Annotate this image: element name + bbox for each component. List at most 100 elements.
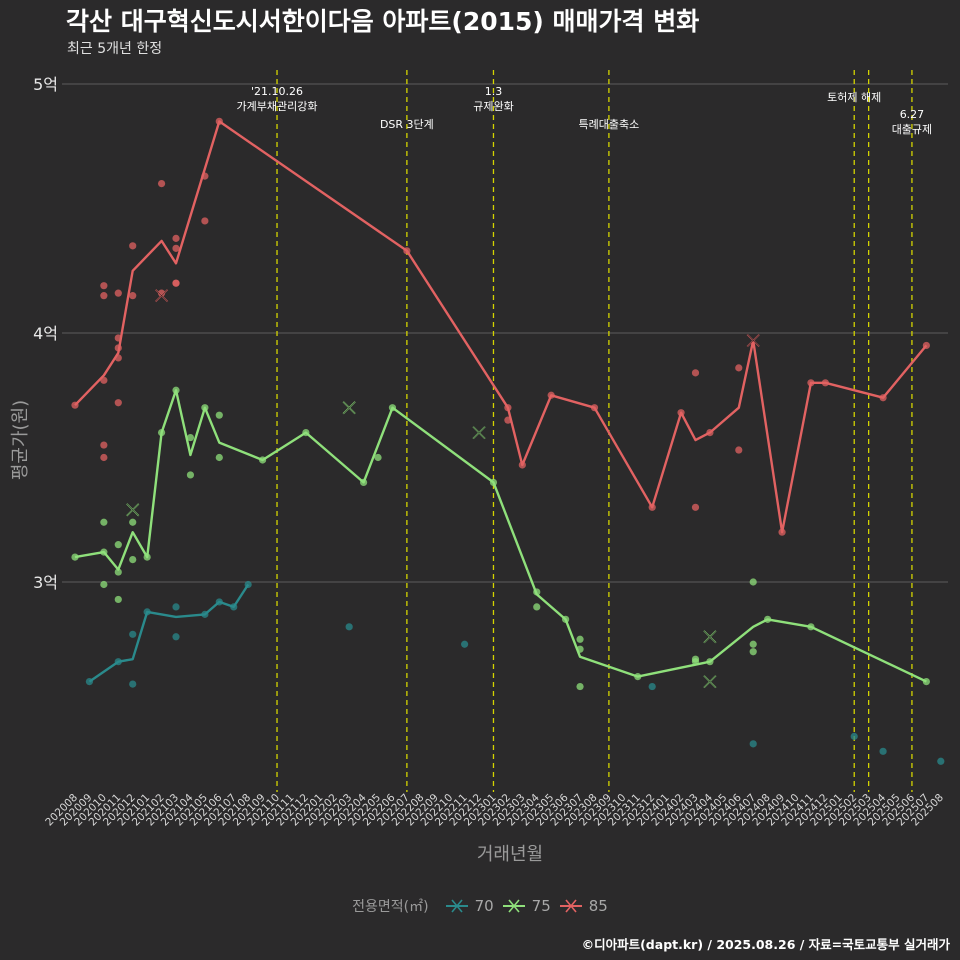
series-line-85 (74, 120, 928, 534)
data-point (648, 682, 656, 691)
data-point (100, 282, 108, 290)
data-point (215, 411, 223, 419)
series-line-75 (74, 389, 927, 683)
data-point (186, 471, 195, 479)
data-point (172, 633, 180, 641)
data-point (749, 648, 757, 656)
data-point (345, 623, 353, 631)
data-point (114, 289, 122, 297)
cross-stroke (155, 289, 168, 302)
series-75 (71, 386, 930, 691)
cross-marker (472, 426, 486, 440)
cross-stroke (746, 334, 760, 347)
data-point (576, 682, 584, 691)
data-series (71, 117, 945, 765)
data-point (735, 364, 743, 372)
event-label: 토허제 해제 (827, 90, 881, 104)
data-point (735, 446, 743, 454)
data-point (172, 244, 180, 252)
data-point (114, 541, 122, 549)
data-point (461, 640, 469, 648)
data-point (157, 180, 166, 188)
cross-marker (703, 675, 717, 689)
legend-key-75-icon (502, 899, 525, 913)
legend-label-85: 85 (588, 897, 608, 915)
data-point (533, 603, 541, 611)
legend-key-85-icon (559, 899, 582, 913)
cross-stroke (472, 426, 486, 439)
data-point (749, 740, 757, 748)
y-axis-label: 평균가(원) (10, 400, 31, 480)
series-70 (85, 580, 945, 765)
cross-marker (155, 289, 169, 303)
y-tick-label: 5억 (33, 75, 58, 94)
data-point (749, 640, 757, 648)
data-point (100, 292, 108, 300)
data-point (937, 757, 945, 765)
event-label: 대출규제 (892, 123, 932, 136)
data-point (201, 217, 209, 225)
legend-label-75: 75 (531, 897, 551, 915)
gridlines (62, 83, 948, 583)
data-point (691, 503, 700, 511)
data-point (100, 453, 108, 462)
cross-stroke (126, 503, 139, 517)
data-point (129, 680, 137, 688)
legend-label-70: 70 (474, 897, 494, 915)
data-point (850, 732, 858, 740)
data-point (129, 292, 137, 300)
data-point (215, 453, 223, 462)
data-point (157, 289, 166, 297)
legend-key-70-icon (445, 899, 468, 913)
data-point (129, 630, 137, 638)
data-point (749, 578, 757, 586)
cross-marker (342, 401, 356, 415)
cross-stroke (703, 630, 717, 643)
legend-title: 전용면적(㎡) (352, 899, 429, 915)
event-label: 특례대출축소 (579, 118, 640, 131)
data-point (879, 747, 887, 755)
cross-marker (126, 503, 140, 517)
event-label: DSR 3단계 (380, 118, 434, 131)
event-label: '21.10.26 (251, 85, 303, 98)
y-axis-ticks: 3억 4억 5억 (33, 75, 58, 592)
data-point (129, 555, 137, 564)
legend-item-85: 85 (559, 897, 608, 915)
chart-caption: ©디아파트(dapt.kr) / 2025.08.26 / 자료=국토교통부 실… (581, 937, 950, 952)
cross-marker (746, 333, 760, 348)
data-point (129, 242, 137, 250)
data-point (172, 279, 180, 287)
data-point (691, 369, 700, 377)
data-point (100, 441, 108, 449)
event-label: 가계부채관리강화 (237, 100, 318, 113)
cross-stroke (703, 675, 717, 688)
series-85 (71, 117, 930, 536)
legend-item-70: 70 (445, 897, 494, 915)
data-point (186, 433, 195, 442)
cross-marker (703, 630, 717, 644)
event-label: 6.27 (900, 108, 925, 121)
data-point (100, 518, 108, 526)
chart-title: 각산 대구혁신도시서한이다음 아파트(2015) 매매가격 변화 (66, 7, 700, 36)
data-point (374, 453, 382, 462)
event-label: 1.3 (485, 85, 503, 98)
series-line-70 (88, 583, 250, 683)
data-point (100, 580, 108, 589)
event-label: 규제완화 (473, 100, 513, 113)
data-point (114, 568, 122, 576)
y-tick-label: 4억 (33, 324, 58, 343)
data-point (129, 518, 137, 526)
x-axis-ticks: 2020082020092020102020112020122021012021… (43, 791, 946, 828)
chart-subtitle: 최근 5개년 한정 (67, 41, 163, 57)
data-point (172, 603, 180, 611)
y-tick-label: 3억 (33, 573, 58, 592)
legend-item-75: 75 (502, 897, 551, 915)
x-axis-label: 거래년월 (477, 844, 543, 865)
data-point (576, 635, 584, 643)
data-point (172, 234, 180, 242)
cross-stroke (342, 401, 356, 414)
data-point (114, 399, 122, 407)
data-point (114, 595, 122, 604)
